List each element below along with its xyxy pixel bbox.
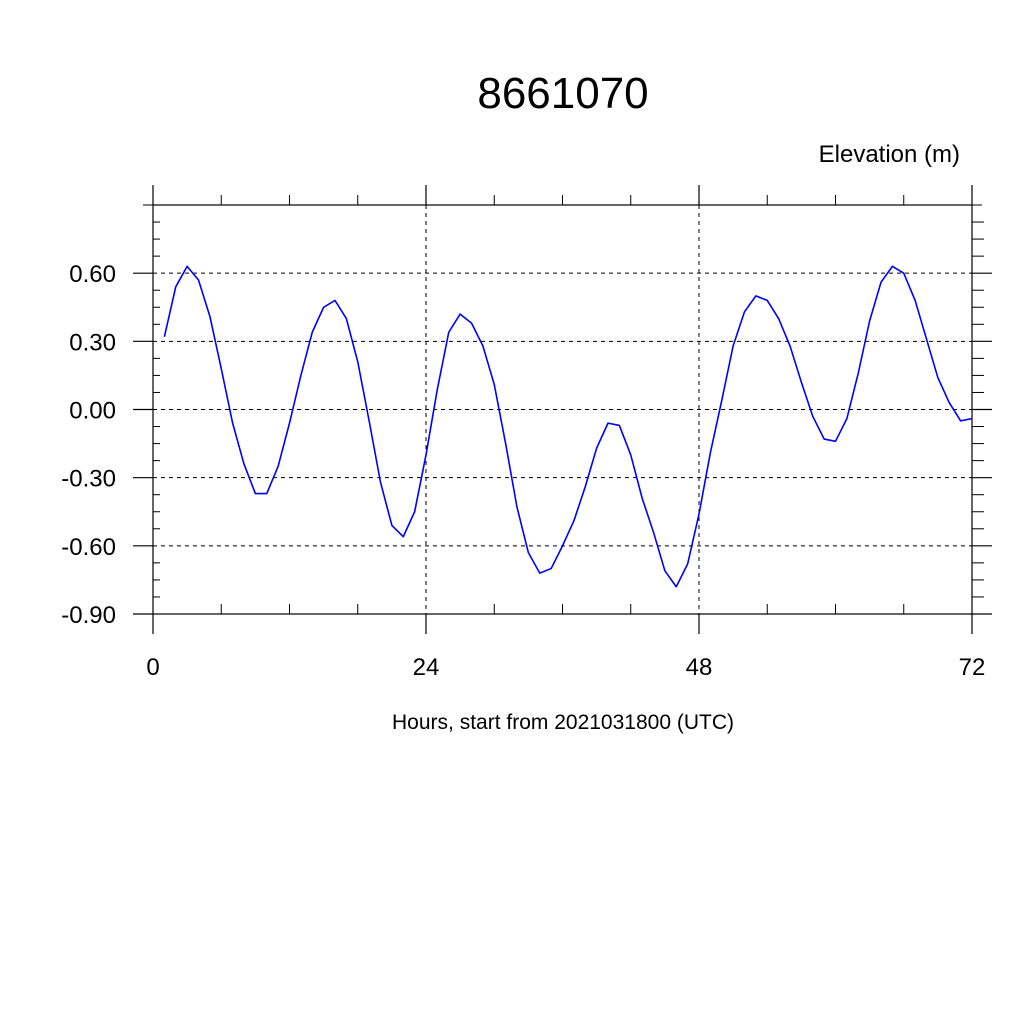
- minor-ticks: [153, 195, 984, 614]
- y-tick-label: 0.00: [69, 398, 116, 425]
- y-tick-label: -0.90: [61, 602, 116, 629]
- chart-title: 8661070: [477, 69, 648, 118]
- y-tick-label: 0.60: [69, 261, 116, 288]
- x-axis-label: Hours, start from 2021031800 (UTC): [392, 711, 734, 734]
- x-tick-label: 0: [146, 654, 159, 681]
- series-layer: [163, 265, 973, 588]
- y-tick-labels: -0.90 -0.60 -0.30 0.00 0.30 0.60: [61, 261, 116, 629]
- y-tick-label: -0.60: [61, 534, 116, 561]
- x-tick-labels: 0 24 48 72: [146, 654, 985, 681]
- x-tick-label: 72: [959, 654, 986, 681]
- x-tick-label: 48: [686, 654, 713, 681]
- series-line: [163, 265, 973, 588]
- x-tick-label: 24: [413, 654, 440, 681]
- plot-frame: [152, 204, 973, 615]
- y-axis-unit-label: Elevation (m): [819, 141, 960, 168]
- major-ticks: [133, 185, 992, 634]
- gridlines: [153, 205, 972, 614]
- y-tick-label: -0.30: [61, 466, 116, 493]
- y-tick-label: 0.30: [69, 329, 116, 356]
